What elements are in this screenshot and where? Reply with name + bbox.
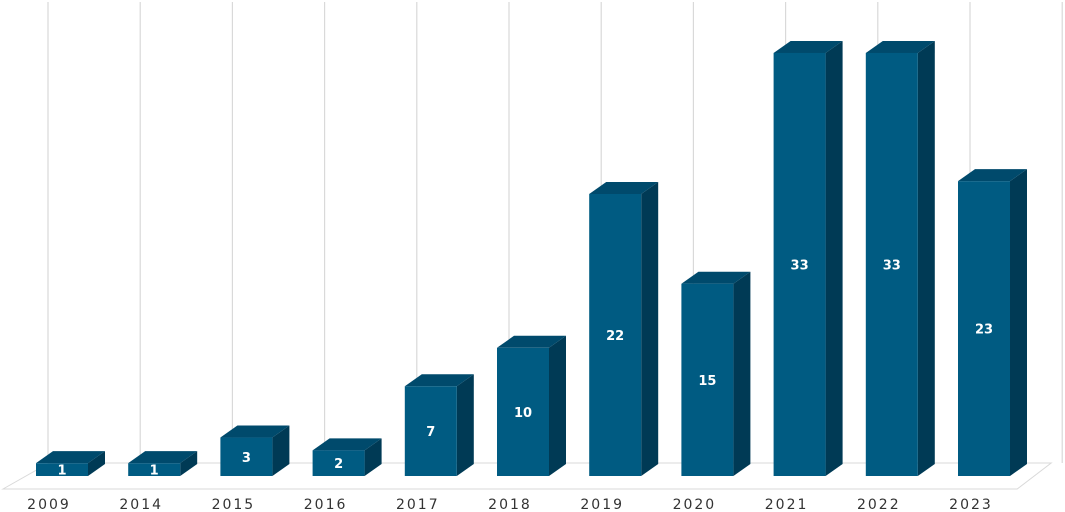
bar-top: [404, 374, 474, 387]
bar-front: [128, 463, 181, 476]
bar: [128, 451, 198, 476]
bar: [773, 40, 843, 476]
bar-top: [681, 271, 751, 284]
bar: [589, 181, 659, 476]
bar-side: [1010, 169, 1027, 476]
data-label: 10: [514, 406, 532, 421]
bar: [865, 40, 935, 476]
bar-side: [733, 271, 751, 476]
x-tick-label: 2021: [765, 497, 809, 512]
bar-top: [773, 40, 843, 53]
bar-front: [773, 52, 826, 476]
bar-side: [364, 438, 382, 476]
bar-front: [312, 450, 365, 476]
bar-front: [681, 283, 734, 476]
x-axis-ticks: 2009 2014 2015 2016 2017 2018 2019 2020 2021 2022…: [27, 497, 993, 512]
bar-top: [128, 451, 198, 464]
data-label: 1: [57, 464, 66, 479]
bars: [36, 40, 1027, 476]
bar-side: [825, 40, 843, 476]
bar: [220, 425, 290, 476]
bar-front: [404, 386, 457, 476]
data-label: 7: [426, 425, 435, 440]
x-tick-label: 2022: [857, 497, 901, 512]
x-tick-label: 2015: [212, 497, 256, 512]
x-tick-label: 2020: [673, 497, 717, 512]
data-label: 2: [334, 457, 343, 472]
bar-top: [865, 40, 935, 53]
bar-front: [36, 463, 88, 476]
bar-side: [549, 335, 566, 476]
bar-front: [497, 347, 549, 476]
bar-top: [36, 451, 105, 464]
bar: [312, 438, 382, 476]
bar-front: [958, 181, 1010, 476]
bar-top: [312, 438, 382, 451]
data-label: 33: [883, 258, 901, 273]
x-tick-label: 2017: [396, 497, 440, 512]
x-tick-label: 2023: [949, 497, 993, 512]
data-label: 22: [606, 329, 624, 344]
x-tick-label: 2016: [304, 497, 348, 512]
data-label: 3: [242, 451, 251, 466]
bar: [36, 451, 105, 476]
bar-top: [220, 425, 290, 438]
bar-top: [958, 169, 1027, 182]
data-label: 1: [150, 464, 159, 479]
bar-top: [497, 335, 566, 348]
bar-side: [641, 181, 659, 476]
bar: [681, 271, 751, 476]
bar-front: [220, 437, 273, 476]
bar-front: [865, 52, 918, 476]
data-labels: 1 1 3 2 7 10 22 15 33 33 23: [57, 258, 993, 478]
bar-side: [917, 40, 935, 476]
x-tick-label: 2014: [119, 497, 163, 512]
x-tick-label: 2018: [488, 497, 532, 512]
bar-side: [88, 451, 105, 476]
data-label: 15: [698, 374, 716, 389]
bar: [958, 169, 1027, 476]
bar: [404, 374, 474, 476]
bar-top: [589, 181, 659, 194]
bar-side: [180, 451, 198, 476]
data-label: 23: [975, 323, 993, 338]
x-tick-label: 2019: [580, 497, 624, 512]
bar-front: [589, 193, 642, 476]
bar-side: [456, 374, 474, 476]
data-label: 33: [791, 258, 809, 273]
x-tick-label: 2009: [27, 497, 71, 512]
bar: [497, 335, 566, 476]
bar-side: [272, 425, 290, 476]
